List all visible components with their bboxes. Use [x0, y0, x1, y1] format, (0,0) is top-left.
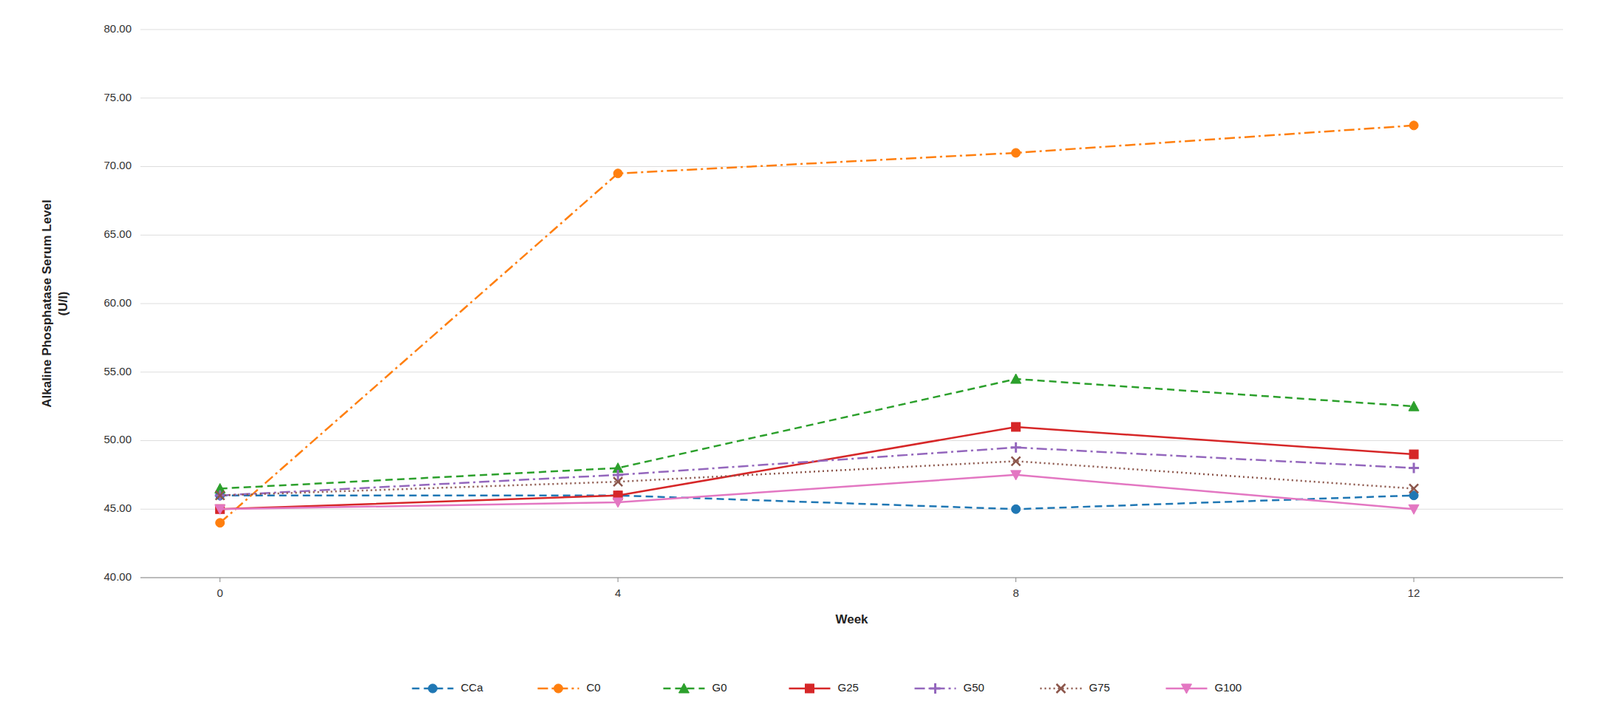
- grid-line: [140, 97, 1564, 99]
- chart: 40.00 45.00 50.00 55.00 60.00 65.00 70.00 75.00…: [0, 0, 1600, 718]
- point: [215, 504, 225, 514]
- y-tick-label: 75.00: [103, 90, 132, 104]
- x-tick-label: 4: [614, 586, 621, 600]
- line: [220, 461, 1414, 496]
- grid-line: [140, 235, 1564, 236]
- legend-label: G100: [1214, 681, 1243, 694]
- x-tick-label: 8: [1012, 586, 1019, 600]
- legend-label: G75: [1089, 681, 1111, 694]
- y-axis: 40.00 45.00 50.00 55.00 60.00 65.00 70.00 75.00…: [103, 22, 1564, 584]
- point: [1010, 442, 1022, 454]
- x-axis: 0 4 8 12: [140, 577, 1564, 600]
- y-tick-label: 80.00: [103, 22, 132, 35]
- y-tick-label: 60.00: [103, 296, 132, 309]
- point: [1409, 484, 1419, 493]
- legend-label: G25: [838, 681, 859, 694]
- legend: CCa C0 G0 G25 G50 G75 G100: [412, 681, 1243, 694]
- y-tick-label: 40.00: [103, 570, 132, 584]
- grid-line: [140, 166, 1564, 168]
- grid-line: [140, 509, 1564, 510]
- grid-line: [140, 577, 1564, 579]
- point: [1010, 373, 1022, 384]
- series: [215, 121, 1419, 528]
- grid-line: [140, 303, 1564, 305]
- point: [215, 491, 225, 501]
- x-axis-line: [140, 577, 1564, 579]
- point: [1011, 422, 1021, 432]
- x-tick: [1015, 577, 1017, 583]
- point: [215, 490, 226, 502]
- legend-marker: [930, 683, 941, 694]
- x-tick-label: 12: [1407, 586, 1421, 600]
- point: [1011, 148, 1021, 158]
- point: [1408, 401, 1419, 411]
- y-tick-label: 50.00: [103, 433, 132, 446]
- legend-label: C0: [586, 681, 601, 694]
- legend-marker: [554, 684, 564, 694]
- point: [1408, 504, 1419, 515]
- series: [215, 442, 1419, 502]
- line: [220, 125, 1414, 524]
- y-tick-label: 70.00: [103, 158, 132, 172]
- legend-marker: [1181, 684, 1193, 694]
- point: [1409, 450, 1419, 459]
- x-tick-label: 0: [217, 586, 224, 600]
- x-tick: [617, 577, 619, 583]
- legend-marker: [428, 684, 438, 694]
- legend-label: G50: [963, 681, 985, 694]
- point: [613, 477, 623, 487]
- x-axis-label: Week: [835, 612, 869, 627]
- series: [215, 422, 1419, 514]
- grid-line: [140, 29, 1564, 31]
- point: [1011, 504, 1021, 514]
- grid-line: [140, 371, 1564, 373]
- point: [1010, 470, 1022, 481]
- legend-marker: [1056, 684, 1066, 694]
- point: [215, 491, 225, 501]
- series: [215, 470, 1419, 515]
- y-tick-label: 65.00: [103, 227, 132, 241]
- line: [220, 427, 1414, 510]
- point: [1409, 121, 1419, 131]
- y-axis-label: Alkaline Phosphatase Serum Level(U/l): [39, 199, 71, 408]
- y-tick-label: 55.00: [103, 365, 132, 378]
- plot-area: [215, 121, 1419, 528]
- point: [612, 498, 624, 508]
- legend-label: G0: [712, 681, 728, 694]
- legend-label: CCa: [461, 681, 485, 694]
- y-tick-label: 45.00: [103, 501, 132, 515]
- series: [215, 373, 1419, 493]
- point: [1011, 456, 1021, 466]
- grid-line: [140, 440, 1564, 442]
- legend-marker: [679, 683, 690, 694]
- point: [613, 169, 623, 179]
- x-tick: [1413, 577, 1415, 583]
- line: [220, 379, 1414, 489]
- point: [215, 518, 225, 528]
- legend-marker: [805, 684, 815, 694]
- point: [215, 504, 226, 515]
- line: [220, 475, 1414, 510]
- x-tick: [219, 577, 221, 583]
- point: [1408, 463, 1419, 474]
